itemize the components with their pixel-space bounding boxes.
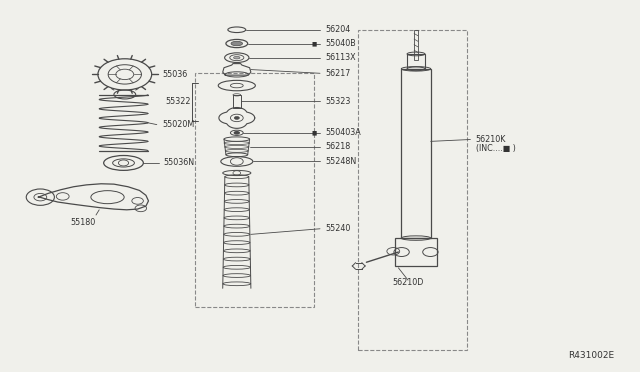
Bar bbox=[195, 73, 314, 307]
Text: 56218: 56218 bbox=[325, 142, 350, 151]
Text: ■: ■ bbox=[312, 130, 317, 135]
Bar bbox=[401, 69, 431, 238]
Ellipse shape bbox=[234, 56, 240, 59]
Text: 56113X: 56113X bbox=[325, 53, 356, 62]
Text: (INC....■ ): (INC....■ ) bbox=[476, 144, 515, 153]
Text: 55323: 55323 bbox=[325, 97, 351, 106]
Circle shape bbox=[234, 131, 240, 135]
Text: R431002E: R431002E bbox=[568, 351, 614, 360]
Text: 55036: 55036 bbox=[162, 70, 187, 79]
Text: 56210K: 56210K bbox=[476, 135, 506, 144]
Text: 55322: 55322 bbox=[165, 97, 191, 106]
Bar bbox=[414, 30, 418, 60]
Circle shape bbox=[234, 116, 239, 119]
Text: 550403A: 550403A bbox=[325, 128, 361, 137]
Bar bbox=[396, 238, 437, 266]
Text: 55180: 55180 bbox=[70, 218, 96, 227]
Bar bbox=[407, 54, 425, 69]
Text: 55248N: 55248N bbox=[325, 157, 356, 166]
Bar bbox=[358, 30, 467, 350]
Text: 56204: 56204 bbox=[325, 25, 350, 34]
Text: 55040B: 55040B bbox=[325, 39, 356, 48]
Text: 55036N: 55036N bbox=[164, 158, 195, 167]
Text: 55020M: 55020M bbox=[162, 120, 194, 129]
Bar bbox=[233, 95, 241, 108]
Text: 56210D: 56210D bbox=[392, 278, 424, 287]
Text: 56217: 56217 bbox=[325, 69, 351, 78]
Ellipse shape bbox=[231, 41, 243, 46]
Text: 55240: 55240 bbox=[325, 224, 351, 233]
Text: ■: ■ bbox=[312, 41, 317, 46]
